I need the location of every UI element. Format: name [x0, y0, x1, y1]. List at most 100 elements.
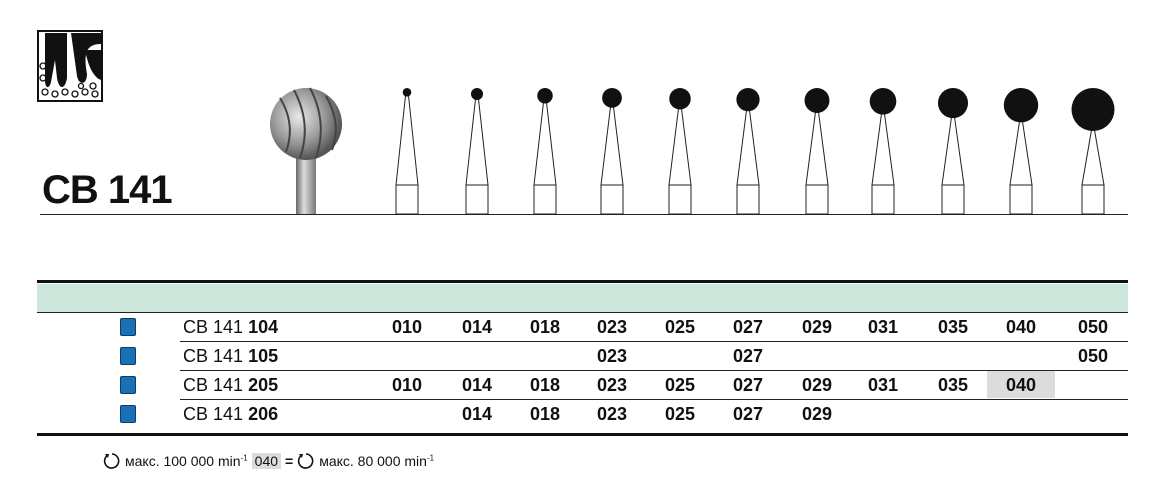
bur-photo [270, 87, 342, 214]
size-cell: 010 [391, 375, 423, 395]
size-cell: 018 [529, 317, 561, 337]
max-speed-reduced: макс. 80 000 min-1 [319, 453, 435, 469]
bur-neck [1009, 121, 1033, 186]
bur-neck [465, 98, 489, 186]
bur-neck [668, 108, 692, 186]
product-code: CB 141 104 [183, 317, 279, 337]
bur-neck [736, 110, 760, 186]
bur-shank [465, 184, 489, 215]
bur-head [804, 88, 830, 113]
bur-shank [941, 184, 965, 215]
table-row: CB 141 105 023 027 050 [0, 342, 1176, 371]
bur-size-027 [736, 88, 760, 215]
product-code: CB 141 105 [183, 346, 279, 366]
size-cell: 025 [664, 375, 696, 395]
size-cell: 031 [867, 375, 899, 395]
bur-neck [533, 102, 557, 186]
size-cell: 040 [987, 371, 1055, 398]
size-cell: 031 [867, 317, 899, 337]
size-cell: 029 [801, 317, 833, 337]
product-code: CB 141 206 [183, 404, 279, 424]
bur-size-040 [1003, 88, 1039, 215]
bur-size-035 [937, 88, 969, 215]
table-row: CB 141 104 010 014 018 023 025 027 029 031 035 040… [0, 313, 1176, 342]
size-cell: 027 [732, 375, 764, 395]
bur-shank [668, 184, 692, 215]
size-cell: 040 [1005, 317, 1037, 337]
bur-shank [533, 184, 557, 215]
bur-head [869, 88, 897, 115]
table-row: CB 141 205 010 014 018 023 025 027 029 031 035 040 [0, 371, 1176, 400]
table-bottom-rule [37, 433, 1128, 436]
bur-head [1071, 88, 1115, 131]
bur-neck [871, 113, 895, 186]
size-cell: 025 [664, 404, 696, 424]
size-cell: 029 [801, 375, 833, 395]
size-cell: 027 [732, 346, 764, 366]
size-cell: 027 [732, 317, 764, 337]
bur-neck [600, 106, 624, 186]
bur-head [937, 88, 969, 119]
product-title: CB 141 [42, 168, 173, 212]
speed-footnote: макс. 100 000 min-1 040 = макс. 80 000 m… [103, 452, 434, 470]
size-cell: 014 [461, 317, 493, 337]
bur-shank [395, 184, 419, 215]
size-cell: 025 [664, 317, 696, 337]
header-rule [40, 214, 1128, 215]
size-cell: 050 [1077, 346, 1109, 366]
row-divider [180, 370, 1128, 371]
size-cell: 029 [801, 404, 833, 424]
rotation-icon [103, 453, 120, 469]
size-cell: 023 [596, 375, 628, 395]
table-top-rule [37, 280, 1128, 283]
bur-head [669, 88, 691, 110]
equals-sign: = [285, 453, 294, 469]
product-color-marker [120, 318, 136, 336]
product-code: CB 141 205 [183, 375, 279, 395]
row-divider [180, 399, 1128, 400]
size-cell: 023 [596, 346, 628, 366]
size-cell: 023 [596, 404, 628, 424]
bur-head [1003, 88, 1039, 123]
product-color-marker [120, 405, 136, 423]
size-cell: 014 [461, 375, 493, 395]
tooth-application-icon [37, 30, 103, 102]
size-cell: 027 [732, 404, 764, 424]
bur-shank [600, 184, 624, 215]
bur-head [602, 88, 622, 108]
bur-head [402, 88, 412, 97]
product-color-marker [120, 347, 136, 365]
size-cell: 014 [461, 404, 493, 424]
size-cell: 010 [391, 317, 423, 337]
table-header-rule [37, 312, 1128, 313]
size-cell: 035 [937, 375, 969, 395]
product-color-marker [120, 376, 136, 394]
bur-head [736, 88, 760, 112]
row-divider [180, 341, 1128, 342]
bur-size-illustrations [270, 87, 1115, 215]
bur-neck [395, 95, 419, 186]
bur-neck [941, 117, 965, 186]
bur-size-029 [804, 88, 830, 215]
highlighted-size: 040 [251, 453, 282, 469]
table-row: CB 141 206 014 018 023 025 027 029 [0, 400, 1176, 429]
bur-shank [736, 184, 760, 215]
bur-size-031 [869, 88, 897, 215]
bur-size-010 [395, 88, 419, 215]
table-header-band [37, 284, 1128, 312]
size-cell: 035 [937, 317, 969, 337]
size-cell: 050 [1077, 317, 1109, 337]
size-cell: 023 [596, 317, 628, 337]
max-speed-standard: макс. 100 000 min-1 [125, 453, 248, 469]
bur-shank [1081, 184, 1105, 215]
bur-size-023 [600, 88, 624, 215]
size-cell: 018 [529, 375, 561, 395]
bur-neck [1081, 129, 1105, 186]
bur-shank [1009, 184, 1033, 215]
bur-shank [805, 184, 829, 215]
bur-shank [871, 184, 895, 215]
bur-size-025 [668, 88, 692, 215]
rotation-icon [298, 453, 314, 469]
bur-neck [805, 111, 829, 186]
